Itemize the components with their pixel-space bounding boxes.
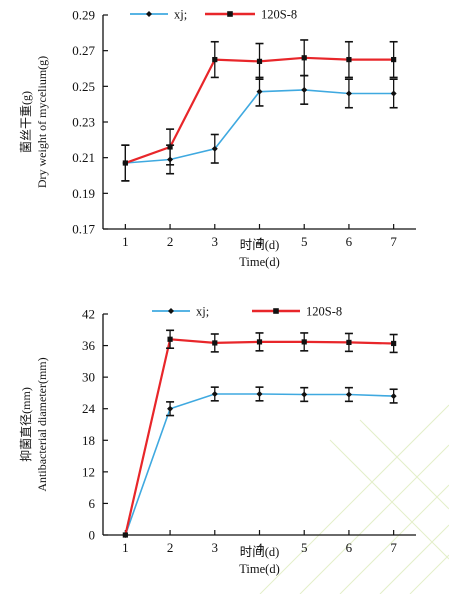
legend-marker-diamond bbox=[146, 11, 152, 17]
data-point-diamond bbox=[167, 405, 174, 412]
background-line-3 bbox=[259, 404, 449, 594]
x-tick-label: 3 bbox=[212, 234, 219, 249]
data-point-square bbox=[122, 532, 128, 538]
y-axis-title-cn: 菌丝干重(g) bbox=[19, 91, 33, 153]
data-point-diamond bbox=[301, 391, 308, 398]
y-tick-label: 12 bbox=[82, 464, 95, 479]
background-line-4 bbox=[409, 554, 449, 594]
data-point-diamond bbox=[301, 86, 308, 93]
x-tick-label: 7 bbox=[390, 234, 397, 249]
y-axis-title-en: Dry weight of mycelium(g) bbox=[35, 56, 49, 188]
y-tick-label: 0.17 bbox=[72, 222, 95, 237]
y-tick-label: 6 bbox=[89, 496, 96, 511]
background-line-0 bbox=[299, 444, 449, 594]
y-axis-title-en: Antibacterial diameter(mm) bbox=[35, 357, 49, 491]
data-point-square bbox=[346, 339, 352, 346]
x-tick-label: 1 bbox=[122, 540, 129, 555]
background-line-2 bbox=[379, 524, 449, 594]
x-tick-label: 5 bbox=[301, 540, 308, 555]
legend-label-xj: xj; bbox=[174, 8, 187, 22]
y-axis-title-cn: 抑菌直径(mm) bbox=[18, 387, 33, 462]
y-tick-label: 0.19 bbox=[72, 186, 95, 201]
y-tick-label: 0.21 bbox=[72, 150, 95, 165]
y-tick-label: 30 bbox=[82, 370, 95, 385]
data-point-square bbox=[301, 339, 307, 345]
y-tick-label: 42 bbox=[82, 307, 95, 322]
x-axis-title-en: Time(d) bbox=[239, 255, 280, 269]
chart-dry-weight: 0.17 0.19 0.21 0.23 0.25 0.27 0.29 1 2 3 4 5 6 7 时间(d)… bbox=[19, 8, 416, 269]
data-point-diamond bbox=[256, 88, 263, 95]
legend-marker-square bbox=[273, 308, 279, 314]
data-point-square bbox=[256, 58, 263, 64]
legend-marker-diamond bbox=[168, 308, 174, 314]
data-point-diamond bbox=[390, 90, 397, 97]
y-tick-label: 0.27 bbox=[72, 43, 95, 58]
data-point-diamond bbox=[211, 390, 218, 397]
data-point-square bbox=[391, 56, 397, 63]
data-point-square bbox=[346, 56, 352, 63]
legend-label-s120: 120S-8 bbox=[306, 305, 342, 319]
x-tick-label: 7 bbox=[390, 540, 397, 555]
x-tick-label: 4 bbox=[256, 540, 263, 555]
data-point-square bbox=[167, 336, 173, 342]
y-tick-label: 18 bbox=[82, 433, 95, 448]
data-point-square bbox=[391, 340, 397, 347]
x-tick-label: 1 bbox=[122, 234, 129, 249]
background-line-5 bbox=[359, 419, 449, 510]
x-axis-title-cn: 时间(d) bbox=[240, 238, 280, 252]
y-tick-label: 24 bbox=[82, 401, 96, 416]
data-point-square bbox=[122, 160, 128, 166]
x-tick-label: 6 bbox=[346, 234, 353, 249]
x-tick-label: 2 bbox=[167, 234, 174, 249]
x-axis-title-cn: 时间(d) bbox=[240, 545, 280, 559]
data-point-diamond bbox=[256, 390, 263, 397]
legend-label-xj: xj; bbox=[196, 305, 209, 319]
background-line-6 bbox=[329, 439, 449, 560]
data-point-square bbox=[256, 339, 263, 345]
data-point-square bbox=[212, 340, 218, 346]
x-axis-title-en: Time(d) bbox=[239, 562, 280, 576]
legend-label-s120: 120S-8 bbox=[261, 8, 297, 22]
data-point-square bbox=[212, 56, 218, 63]
x-tick-label: 6 bbox=[346, 540, 353, 555]
y-tick-label: 0.23 bbox=[72, 115, 95, 130]
y-tick-label: 0.29 bbox=[72, 8, 95, 23]
series-line-xj bbox=[124, 393, 394, 536]
background-line-1 bbox=[339, 484, 449, 594]
y-tick-label: 0.25 bbox=[72, 79, 95, 94]
x-tick-label: 4 bbox=[256, 234, 263, 249]
legend-marker-square bbox=[227, 11, 233, 17]
x-tick-label: 3 bbox=[212, 540, 219, 555]
data-point-square bbox=[167, 144, 173, 150]
x-tick-label: 2 bbox=[167, 540, 174, 555]
data-point-diamond bbox=[390, 393, 397, 400]
series-line-s120 bbox=[124, 338, 394, 536]
data-point-square bbox=[301, 55, 307, 61]
data-point-diamond bbox=[345, 391, 352, 398]
data-point-diamond bbox=[345, 90, 352, 97]
data-point-diamond bbox=[211, 145, 218, 152]
x-tick-label: 5 bbox=[301, 234, 308, 249]
y-tick-label: 0 bbox=[89, 528, 96, 543]
y-tick-label: 36 bbox=[82, 338, 96, 353]
